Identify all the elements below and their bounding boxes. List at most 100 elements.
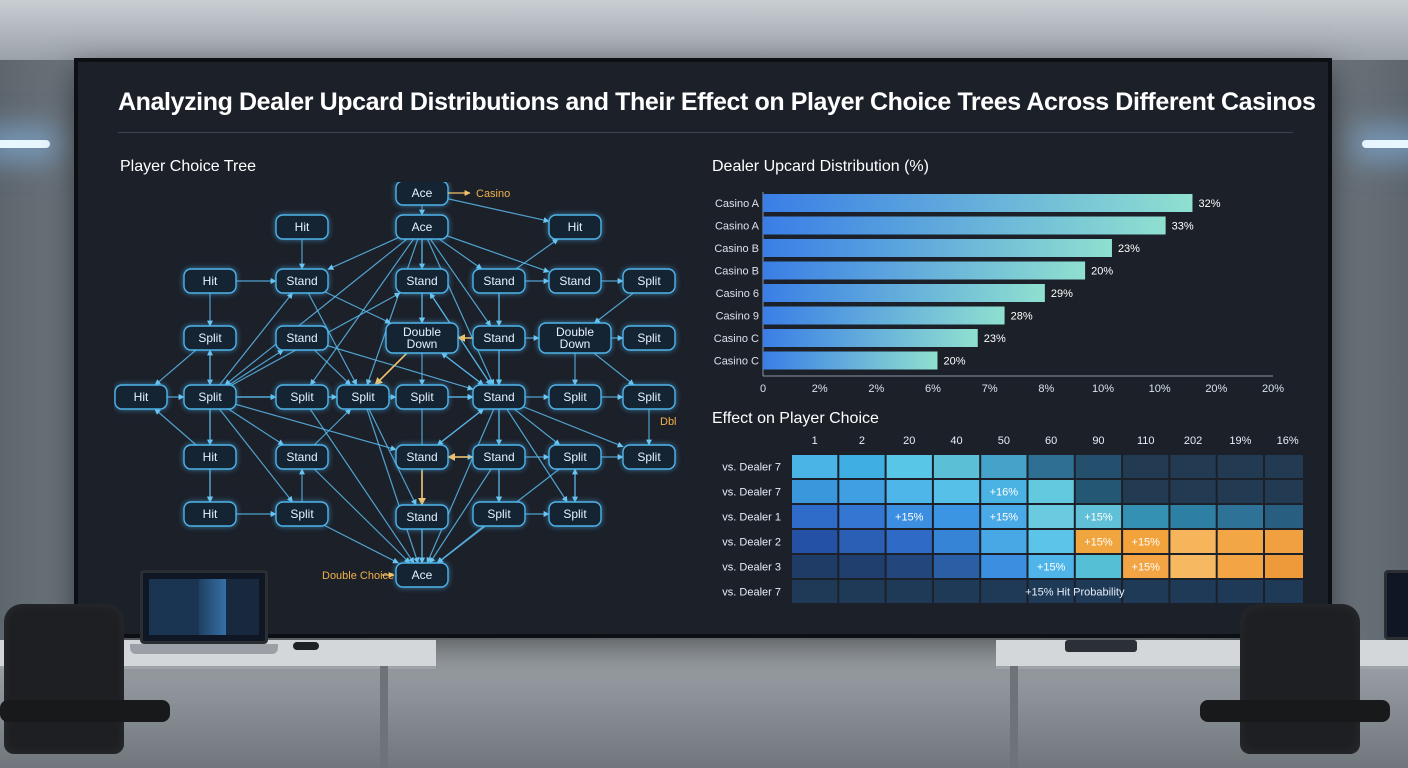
tree-node[interactable]: Split [548, 501, 602, 527]
tree-node-label: Stand [483, 450, 514, 464]
heatmap-row-label: vs. Dealer 7 [722, 487, 781, 499]
bar [763, 284, 1045, 302]
tree-node[interactable]: Ace [395, 562, 449, 588]
tree-node[interactable]: Stand [275, 444, 329, 470]
tree-node-box [472, 384, 526, 410]
tree-node[interactable]: Split [336, 384, 390, 410]
tree-node-label: Hit [134, 390, 149, 404]
tree-node-label: Double [556, 325, 594, 339]
player-choice-heatmap: 1 2 20 40 50 60 90 110 202 19% 16% vs. Dealer 7 vs. … [722, 435, 1303, 603]
tree-node-label: Stand [483, 390, 514, 404]
tree-node[interactable]: Split [472, 501, 526, 527]
heatmap-cell [839, 530, 885, 553]
tree-node[interactable]: Hit [183, 444, 237, 470]
tree-node[interactable]: Stand [472, 384, 526, 410]
desk-remote [293, 642, 319, 650]
bar [763, 261, 1086, 280]
tree-node[interactable]: Ace [395, 214, 449, 240]
tree-annotations: Casino Dbl Double Choice [322, 188, 677, 582]
bar-category-label: Casino C [714, 333, 759, 345]
tree-node-box [472, 444, 526, 470]
bar-category-label: Casino B [714, 243, 759, 255]
player-choice-tree: Ace Ace Hit Hit Hit Stand Stand Stand Stand Split… [114, 182, 677, 588]
tree-node[interactable]: Split [622, 268, 676, 294]
tree-node[interactable]: Split [275, 501, 329, 527]
tree-node[interactable]: Split [548, 444, 602, 470]
heatmap-cell [933, 455, 980, 478]
bar-value-label: 23% [984, 333, 1006, 345]
heatmap-column-label: 60 [1045, 435, 1057, 447]
tree-node[interactable]: Split [622, 384, 676, 410]
tree-node[interactable]: Stand [395, 268, 449, 294]
tree-node[interactable]: Stand [472, 325, 526, 351]
tree-node-label: Split [351, 390, 375, 404]
bar [763, 239, 1112, 257]
heatmap-cell [1170, 455, 1216, 478]
tree-node[interactable]: Hit [114, 384, 168, 410]
x-tick-label: 2% [812, 383, 828, 395]
tree-edge [209, 396, 397, 452]
tree-node[interactable]: Stand [275, 325, 329, 351]
heatmap-cell [1075, 480, 1122, 503]
tree-node[interactable]: Ace [395, 182, 449, 206]
tree-node-label: Split [637, 274, 661, 288]
x-tick-label: 20% [1205, 383, 1227, 395]
heatmap-cell [792, 455, 838, 478]
tree-node[interactable]: Split [275, 384, 329, 410]
tree-node[interactable]: Split [395, 384, 449, 410]
tree-node-label: Split [637, 390, 661, 404]
bar-category-label: Casino A [715, 221, 760, 233]
desk-dock [1065, 640, 1137, 652]
laptop-dashboard-thumbnail [149, 579, 259, 635]
heatmap-cell [1217, 505, 1263, 528]
tree-node-box [622, 268, 676, 294]
bar [763, 306, 1005, 325]
x-tick-label: 8% [1038, 383, 1054, 395]
tree-node-label: Down [407, 337, 438, 351]
tree-node[interactable]: Split [183, 325, 237, 351]
bar [763, 194, 1193, 212]
tree-node[interactable]: Hit [548, 214, 602, 240]
tree-edge [429, 456, 500, 564]
tree-node[interactable]: Hit [275, 214, 329, 240]
tree-node[interactable]: Stand [395, 444, 449, 470]
tree-node[interactable]: Stand [472, 268, 526, 294]
page-title: Analyzing Dealer Upcard Distributions an… [118, 88, 1316, 116]
heatmap-cell [886, 505, 932, 528]
heatmap-cell [886, 580, 932, 603]
tree-edge [224, 226, 423, 386]
tree-node-box [385, 322, 459, 354]
bar-category-label: Casino 6 [716, 288, 759, 300]
laptop-right-edge [1384, 570, 1408, 640]
tree-node[interactable]: Hit [183, 268, 237, 294]
x-tick-label: 6% [925, 383, 941, 395]
tree-node[interactable]: Stand [275, 268, 329, 294]
tree-edge [498, 396, 568, 503]
tree-node-label: Stand [406, 274, 437, 288]
tree-node[interactable]: Split [622, 444, 676, 470]
tree-node[interactable]: Stand [548, 268, 602, 294]
heatmap-column-label: 19% [1229, 435, 1251, 447]
heatmap-cell [933, 530, 980, 553]
heatmap-cell [792, 505, 838, 528]
tree-node[interactable]: Hit [183, 501, 237, 527]
tree-node[interactable]: Split [183, 384, 237, 410]
tree-node-label: Split [563, 450, 587, 464]
heatmap-cell [933, 505, 980, 528]
tree-node-box [275, 268, 329, 294]
heatmap-cell [886, 530, 932, 553]
tree-node[interactable]: Split [622, 325, 676, 351]
heatmap-cell [886, 555, 932, 578]
tree-edge [209, 292, 293, 398]
tree-edge [301, 456, 411, 564]
bar-category-label: Casino A [715, 198, 760, 210]
tree-node[interactable]: Stand [472, 444, 526, 470]
tree-node[interactable]: Stand [395, 504, 449, 530]
heatmap-cell [1265, 555, 1303, 578]
heatmap-annotation: +15% [1084, 537, 1113, 549]
tree-node[interactable]: Split [548, 384, 602, 410]
tree-node-label: Stand [483, 274, 514, 288]
bar-category-label: Casino 9 [716, 311, 759, 323]
